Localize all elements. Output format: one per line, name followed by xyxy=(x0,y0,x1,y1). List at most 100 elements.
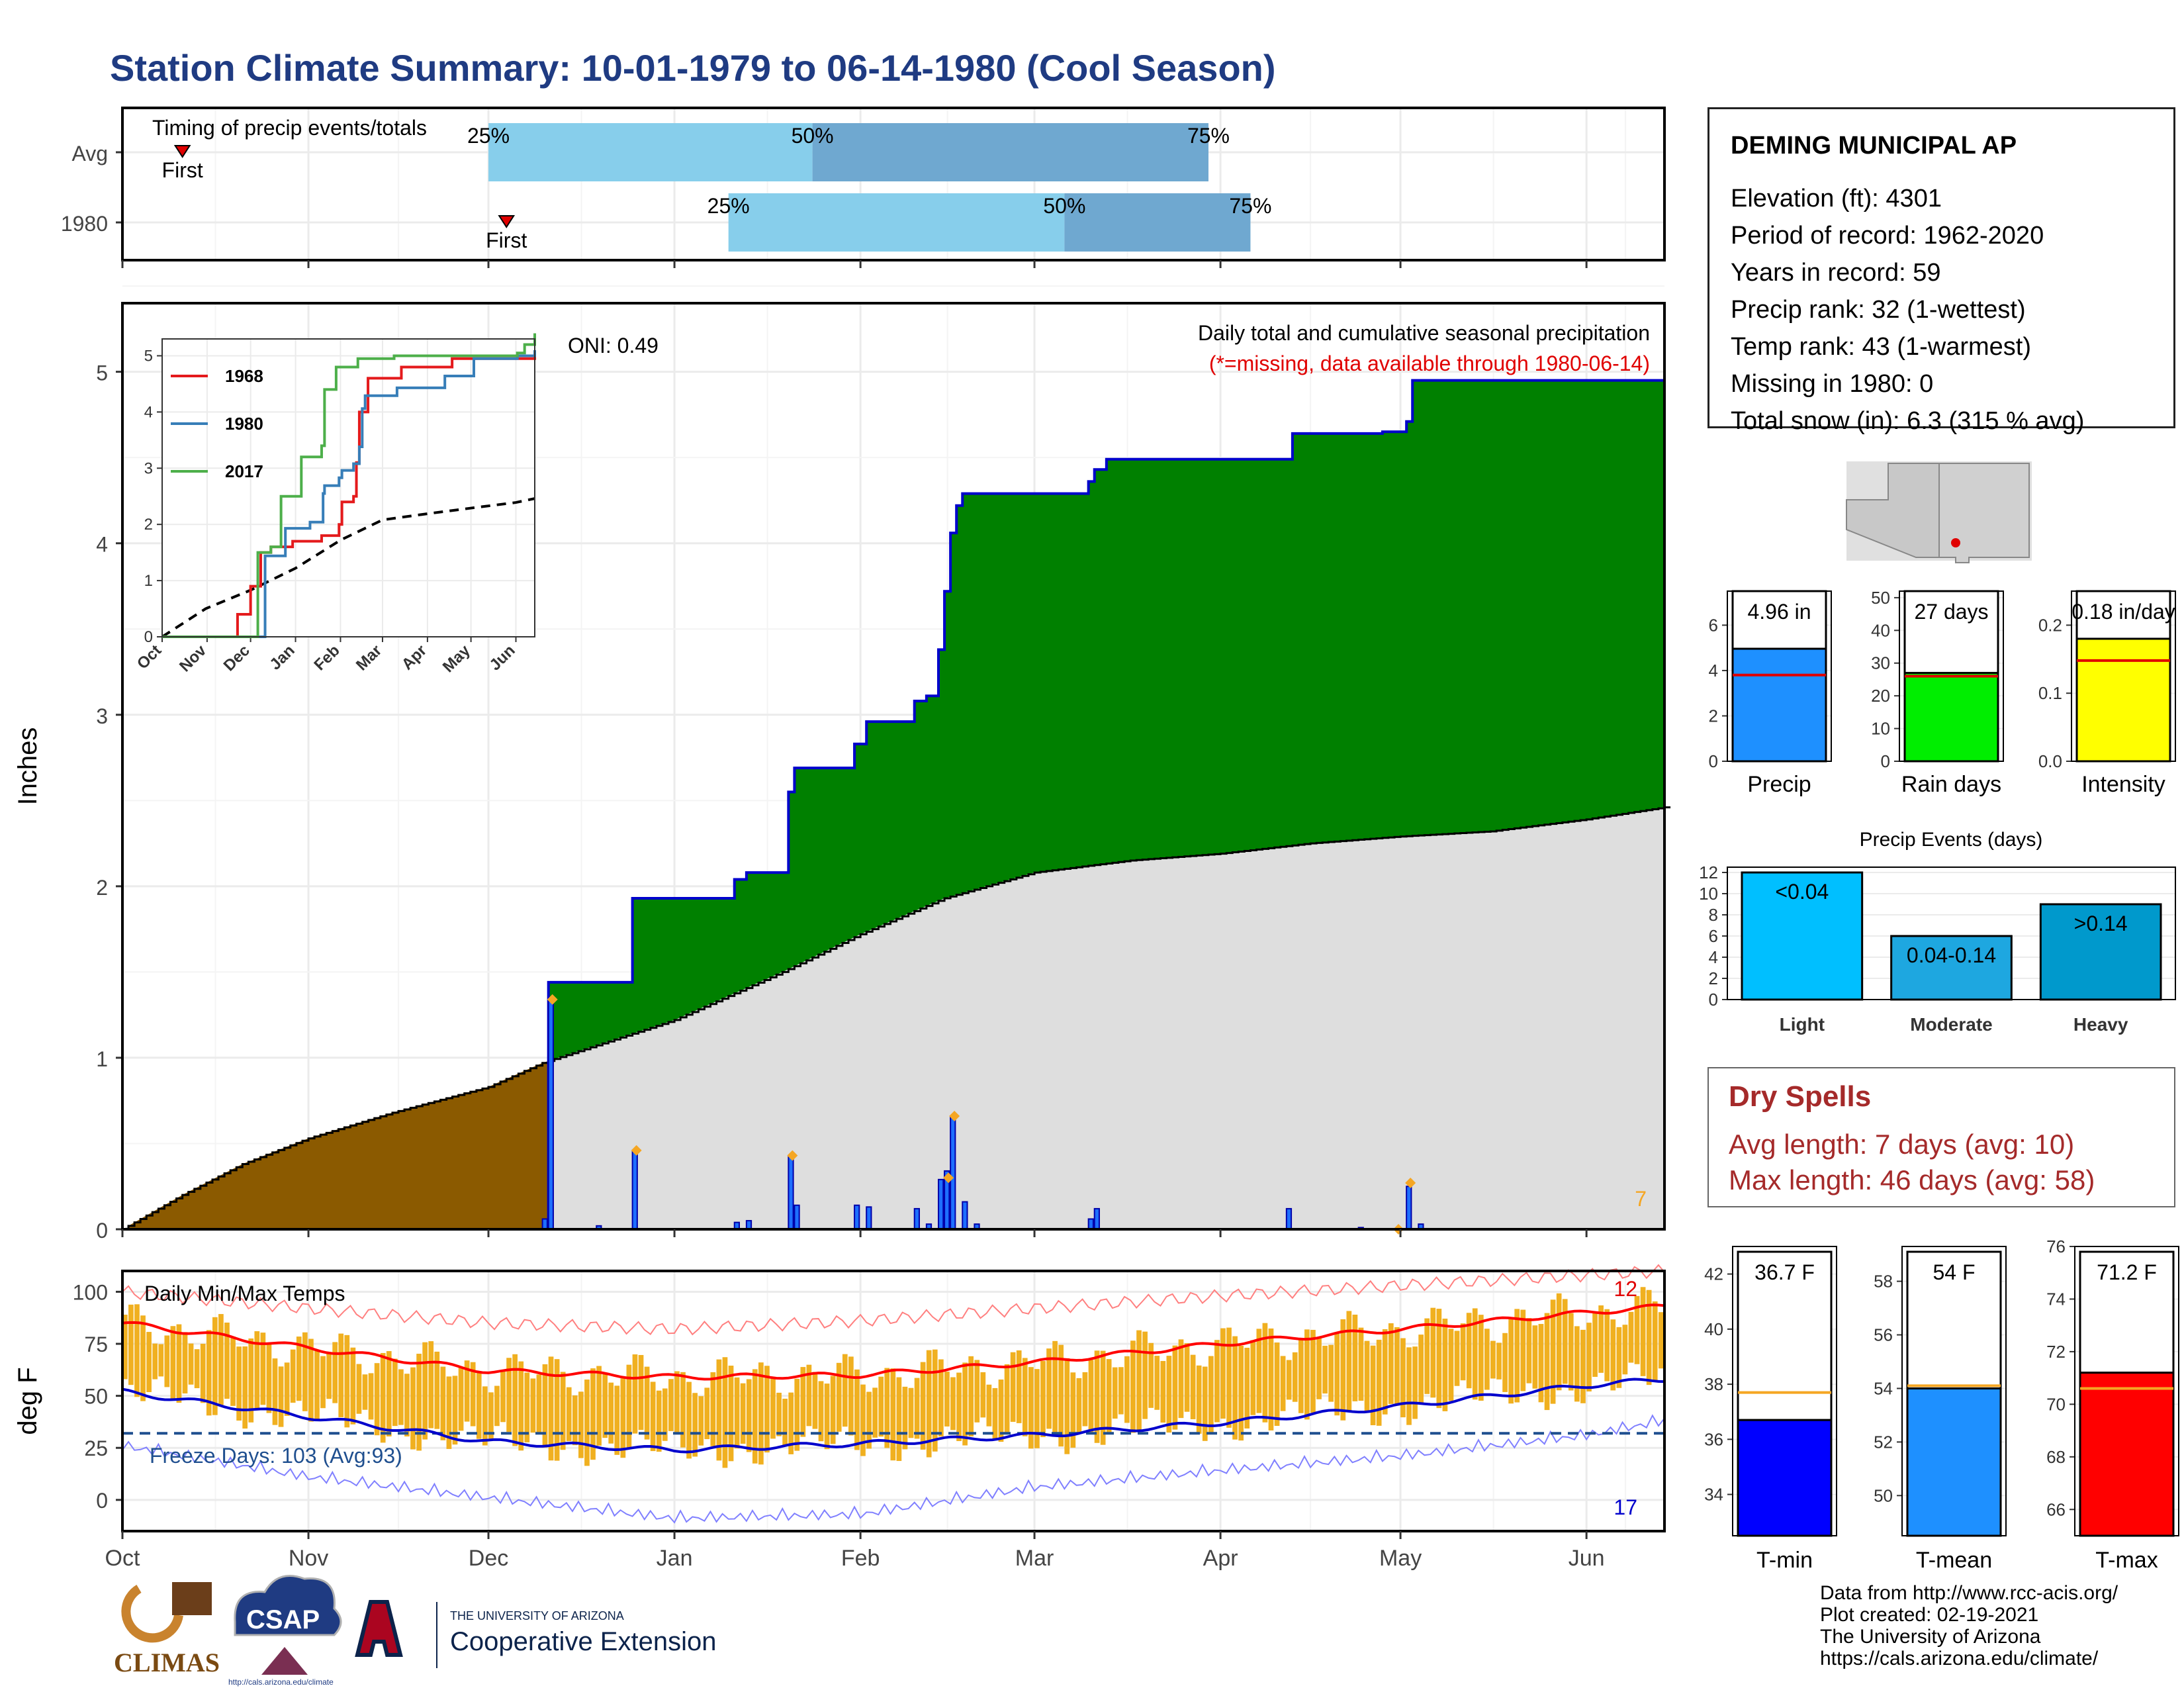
daily-temp-bar xyxy=(260,1333,266,1405)
daily-temp-bar xyxy=(1190,1354,1196,1419)
daily-temp-bar xyxy=(338,1333,344,1418)
timing-q25-label: 25% xyxy=(467,124,510,148)
ua-name-text: THE UNIVERSITY OF ARIZONA xyxy=(450,1609,624,1622)
tsum-label: T-max xyxy=(2095,1548,2158,1573)
daily-precip-marker xyxy=(547,994,558,1005)
dry-spells-title: Dry Spells xyxy=(1729,1080,1872,1113)
daily-temp-bar xyxy=(614,1385,620,1455)
daily-temp-bar xyxy=(1346,1311,1352,1413)
daily-temp-bar xyxy=(1112,1367,1118,1419)
summary-label: Intensity xyxy=(2081,772,2165,797)
daily-temp-bar xyxy=(500,1371,506,1423)
daily-precip-bar xyxy=(788,1154,794,1230)
daily-temp-bar xyxy=(1100,1350,1106,1445)
tsum-value-box xyxy=(2079,1250,2175,1374)
daily-temp-bar xyxy=(1550,1299,1556,1404)
csap-mountain-icon xyxy=(261,1647,308,1675)
summary-ytick-label: 40 xyxy=(1871,620,1890,640)
daily-temp-bar xyxy=(302,1332,308,1411)
daily-temp-bar xyxy=(308,1338,314,1422)
footer-line-3: The University of Arizona xyxy=(1820,1626,2041,1648)
daily-temp-bar xyxy=(404,1374,410,1436)
cumulative-precip-line xyxy=(122,379,1664,1231)
daily-temp-bar xyxy=(1130,1340,1136,1433)
timing-q75-label: 75% xyxy=(1229,194,1271,218)
daily-temp-bar xyxy=(1148,1342,1154,1408)
daily-temp-bar xyxy=(752,1369,758,1464)
inset-ytick-label: 3 xyxy=(144,459,153,477)
month-label: Nov xyxy=(289,1546,328,1571)
daily-temp-bar xyxy=(1574,1326,1580,1402)
events-bar-label: 0.04-0.14 xyxy=(1907,943,1996,967)
inset-legend-label: 1968 xyxy=(225,366,263,386)
daily-precip-bar xyxy=(794,1204,800,1230)
inset-series-line-1980 xyxy=(162,350,536,638)
temp-ylabel: deg F xyxy=(13,1367,42,1434)
month-label: Mar xyxy=(1015,1546,1054,1571)
record-high-count: 12 xyxy=(1614,1277,1637,1301)
daily-temp-bar xyxy=(548,1356,554,1461)
main-ytick-label: 0 xyxy=(96,1219,108,1243)
daily-temp-bar xyxy=(1430,1307,1436,1398)
daily-temp-bar xyxy=(800,1367,806,1437)
daily-temp-bar xyxy=(962,1362,968,1446)
temp-ytick-label: 75 xyxy=(84,1333,108,1356)
events-ytick-label: 8 xyxy=(1709,905,1718,925)
station-temp-rank: Temp rank: 43 (1-warmest) xyxy=(1731,333,2032,361)
daily-temp-bar xyxy=(1580,1329,1586,1403)
daily-temp-bar xyxy=(1088,1360,1094,1432)
daily-temp-bar xyxy=(326,1352,332,1399)
climas-logo-text: CLIMAS xyxy=(114,1648,220,1677)
tsum-value-text: 36.7 F xyxy=(1754,1260,1815,1284)
daily-temp-bar xyxy=(776,1392,782,1436)
daily-temp-bar xyxy=(320,1356,326,1409)
main-ytick-label: 5 xyxy=(96,361,108,385)
map-new-mexico xyxy=(1938,463,2030,563)
daily-temp-bar xyxy=(134,1304,140,1397)
daily-temp-bar xyxy=(1310,1329,1316,1413)
climas-mountain-icon xyxy=(172,1582,212,1615)
timing-q25-label: 25% xyxy=(707,194,750,218)
summary-value-text: 27 days xyxy=(1914,600,1988,624)
daily-temp-bar xyxy=(986,1384,992,1427)
daily-temp-bar xyxy=(392,1358,398,1427)
daily-temp-bar xyxy=(620,1378,626,1458)
daily-temp-bar xyxy=(1364,1340,1370,1413)
inset-chart: Oct Nov Dec Jan Feb Mar Apr May Jun0123451968198… xyxy=(134,333,536,676)
daily-precip-bar xyxy=(547,998,554,1230)
daily-temp-bar xyxy=(1286,1360,1292,1400)
daily-temp-bar xyxy=(1454,1331,1460,1386)
daily-temp-bar xyxy=(1076,1378,1082,1434)
tsum-label: T-mean xyxy=(1916,1548,1992,1573)
daily-temp-bar xyxy=(476,1373,482,1439)
daily-temp-bar xyxy=(536,1374,542,1434)
daily-temp-bar xyxy=(1436,1309,1442,1409)
events-title: Precip Events (days) xyxy=(1860,829,2043,851)
daily-temp-bar xyxy=(920,1362,926,1450)
timing-first-marker xyxy=(498,215,516,228)
daily-temp-bar xyxy=(170,1326,176,1401)
daily-temp-bar xyxy=(1610,1319,1616,1391)
daily-temp-bar xyxy=(746,1379,752,1452)
daily-temp-bar xyxy=(284,1362,290,1416)
daily-temp-bar xyxy=(890,1368,896,1461)
summary-label: Precip xyxy=(1747,772,1811,797)
daily-temp-bar xyxy=(494,1385,500,1427)
daily-temp-bar xyxy=(482,1386,488,1446)
tsum-label: T-min xyxy=(1756,1548,1813,1573)
summary-ytick-label: 20 xyxy=(1871,686,1890,706)
main-ytick-label: 4 xyxy=(96,533,108,557)
daily-temp-bar xyxy=(836,1362,842,1432)
daily-temp-bar xyxy=(578,1391,584,1458)
summary-border xyxy=(2071,590,2176,762)
daily-temp-bar xyxy=(218,1314,224,1405)
daily-temp-bar xyxy=(236,1346,242,1421)
daily-temp-bar xyxy=(1472,1308,1478,1400)
tsum-value-text: 71.2 F xyxy=(2097,1260,2157,1284)
daily-temp-bar xyxy=(1382,1329,1388,1415)
daily-temp-bar xyxy=(524,1372,530,1442)
events-ytick-label: 4 xyxy=(1709,947,1718,967)
main-ytick-label: 2 xyxy=(96,876,108,900)
summary-bar-fill xyxy=(1903,672,1999,763)
climas-sun-icon xyxy=(121,1584,183,1643)
